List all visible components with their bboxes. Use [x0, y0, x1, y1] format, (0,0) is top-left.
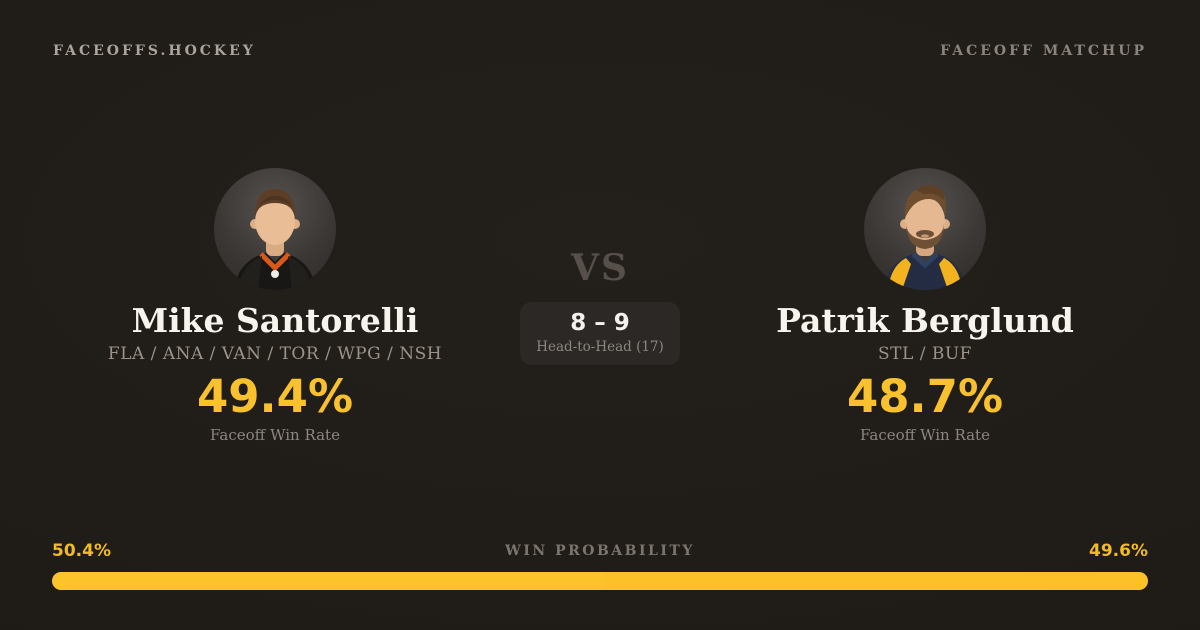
- page-title: FACEOFF MATCHUP: [940, 43, 1147, 59]
- player-photo-right: [864, 168, 986, 290]
- faceoff-win-rate-right: 48.7%: [846, 370, 1004, 424]
- win-probability-bar: [52, 572, 1148, 590]
- win-probability-bar-left: [52, 572, 605, 590]
- win-probability-row: 50.4% WIN PROBABILITY 49.6%: [52, 541, 1148, 563]
- player-name-right: Patrik Berglund: [776, 301, 1074, 340]
- player-headshot-illustration: [884, 185, 966, 290]
- win-probability-bar-right: [604, 572, 1148, 590]
- faceoff-win-rate-left: 49.4%: [196, 370, 354, 424]
- faceoff-win-rate-label-right: Faceoff Win Rate: [860, 425, 990, 444]
- win-probability-left-value: 50.4%: [52, 541, 111, 561]
- head-to-head-label: Head-to-Head (17): [536, 338, 664, 355]
- win-probability-right-value: 49.6%: [1089, 541, 1148, 561]
- win-probability-title: WIN PROBABILITY: [505, 543, 695, 559]
- matchup-center: VS 8 – 9 Head-to-Head (17): [450, 247, 750, 365]
- vs-label: VS: [571, 247, 629, 289]
- player-card-left: Mike Santorelli FLA / ANA / VAN / TOR / …: [55, 168, 495, 444]
- head-to-head-pill: 8 – 9 Head-to-Head (17): [520, 301, 680, 365]
- player-photo-left: [214, 168, 336, 290]
- faceoff-win-rate-label-left: Faceoff Win Rate: [210, 425, 340, 444]
- player-headshot-illustration: [234, 189, 316, 290]
- player-name-left: Mike Santorelli: [131, 301, 419, 340]
- head-to-head-score: 8 – 9: [570, 309, 630, 336]
- player-teams-right: STL / BUF: [878, 343, 972, 364]
- player-card-right: Patrik Berglund STL / BUF 48.7% Faceoff …: [705, 168, 1145, 444]
- brand-logo-text: FACEOFFS.HOCKEY: [53, 43, 256, 59]
- player-teams-left: FLA / ANA / VAN / TOR / WPG / NSH: [107, 343, 443, 364]
